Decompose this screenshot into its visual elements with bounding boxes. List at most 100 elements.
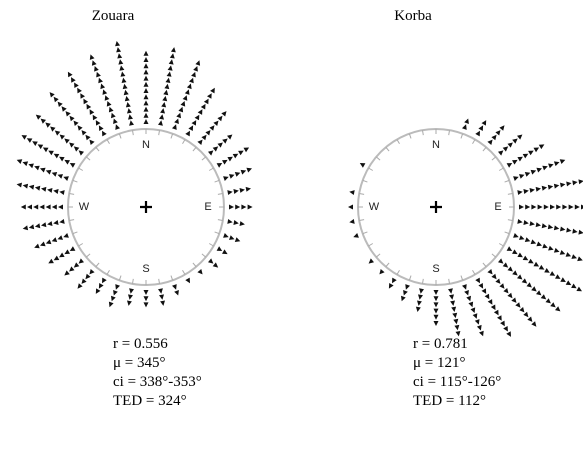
orientation-stack: [415, 288, 424, 312]
compass-tick: [95, 146, 100, 152]
compass-tick: [158, 278, 161, 284]
orientation-stack: [197, 111, 227, 145]
orientation-stack: [388, 277, 397, 289]
stat-line: r = 0.781: [413, 336, 468, 352]
orientation-stack: [35, 114, 84, 156]
orientation-stack: [216, 246, 228, 255]
orientation-stack: [216, 147, 250, 168]
compass-tick: [396, 269, 400, 275]
compass-tick: [385, 262, 390, 268]
compass-tick: [69, 219, 75, 222]
orientation-stack: [208, 258, 219, 268]
orientation-stack: [349, 219, 355, 224]
chart-title: Korba: [394, 8, 432, 24]
compass-tick: [448, 278, 451, 284]
orientation-stack: [127, 288, 134, 306]
orientation-stack: [67, 71, 107, 137]
stat-line: TED = 324°: [113, 393, 187, 409]
compass-tick: [131, 130, 134, 136]
orientation-stack: [172, 284, 179, 296]
compass-tick: [214, 179, 220, 183]
compass-tick: [182, 139, 186, 145]
compass-tick: [217, 192, 223, 195]
orientation-stack: [433, 290, 439, 326]
stat-line: ci = 338°-353°: [113, 374, 202, 390]
compass-tick: [72, 231, 78, 235]
compass-tick: [208, 167, 214, 171]
orientation-stack: [95, 277, 107, 294]
compass-tick: [498, 243, 504, 247]
compass-tick: [170, 133, 174, 139]
compass-tick: [201, 253, 207, 258]
stat-line: μ = 345°: [113, 355, 166, 371]
orientation-stack: [77, 269, 95, 289]
compass-tick: [472, 139, 476, 145]
direction-label: N: [142, 139, 150, 151]
center-cross: [430, 201, 442, 213]
orientation-stack: [108, 284, 120, 308]
compass-tick: [375, 156, 381, 161]
orientation-stack: [208, 134, 233, 156]
direction-label: S: [142, 263, 149, 275]
orientation-stack: [379, 269, 385, 275]
compass-tick: [106, 269, 110, 275]
orientation-stack: [49, 92, 95, 145]
orientation-stack: [89, 54, 120, 130]
direction-label: N: [432, 139, 440, 151]
orientation-stack: [158, 288, 165, 306]
stat-line: μ = 121°: [413, 355, 466, 371]
orientation-stack: [401, 284, 410, 302]
orientation-stack: [22, 219, 65, 231]
direction-label: W: [369, 201, 380, 213]
compass-tick: [482, 146, 487, 152]
compass-tick: [472, 269, 476, 275]
compass-tick: [421, 278, 424, 284]
compass-tick: [95, 262, 100, 268]
compass-tick: [118, 275, 122, 281]
orientation-stack: [349, 190, 355, 195]
compass-tick: [498, 167, 504, 171]
compass-tick: [504, 231, 510, 235]
compass-tick: [217, 219, 223, 222]
orientation-stack: [487, 269, 537, 327]
compass-tick: [214, 231, 220, 235]
orientation-stack: [448, 288, 461, 337]
compass-tick: [375, 253, 381, 258]
orientation-stack: [506, 246, 582, 292]
compass-tick: [385, 146, 390, 152]
compass-tick: [421, 130, 424, 136]
compass-tick: [362, 231, 368, 235]
compass-tick: [118, 133, 122, 139]
orientation-stack: [368, 258, 374, 264]
stat-line: TED = 112°: [413, 393, 486, 409]
compass-tick: [85, 156, 91, 161]
compass-tick: [507, 219, 513, 222]
compass-tick: [491, 253, 497, 258]
orientation-stack: [519, 204, 583, 210]
orientation-stack: [64, 258, 84, 276]
compass-tick: [158, 130, 161, 136]
orientation-stack: [21, 135, 76, 168]
compass-tick: [69, 192, 75, 195]
compass-tick: [408, 275, 412, 281]
compass-tick: [192, 262, 197, 268]
orientation-stack: [498, 258, 561, 312]
center-cross: [140, 201, 152, 213]
compass-tick: [448, 130, 451, 136]
orientation-stack: [353, 233, 359, 238]
compass-tick: [201, 156, 207, 161]
orientation-stack: [143, 50, 149, 124]
orientation-stack: [229, 204, 253, 210]
orientation-stack: [48, 246, 76, 264]
orientation-stack: [513, 159, 566, 181]
orientation-stack: [498, 134, 523, 156]
compass-tick: [192, 146, 197, 152]
orientation-stack: [475, 120, 487, 137]
orientation-stack: [227, 219, 245, 226]
orientation-stack: [517, 219, 583, 235]
orientation-stack: [487, 125, 505, 145]
compass-tick: [182, 269, 186, 275]
orientation-stack: [158, 47, 176, 126]
orientation-stack: [462, 118, 469, 130]
compass-tick: [85, 253, 91, 258]
